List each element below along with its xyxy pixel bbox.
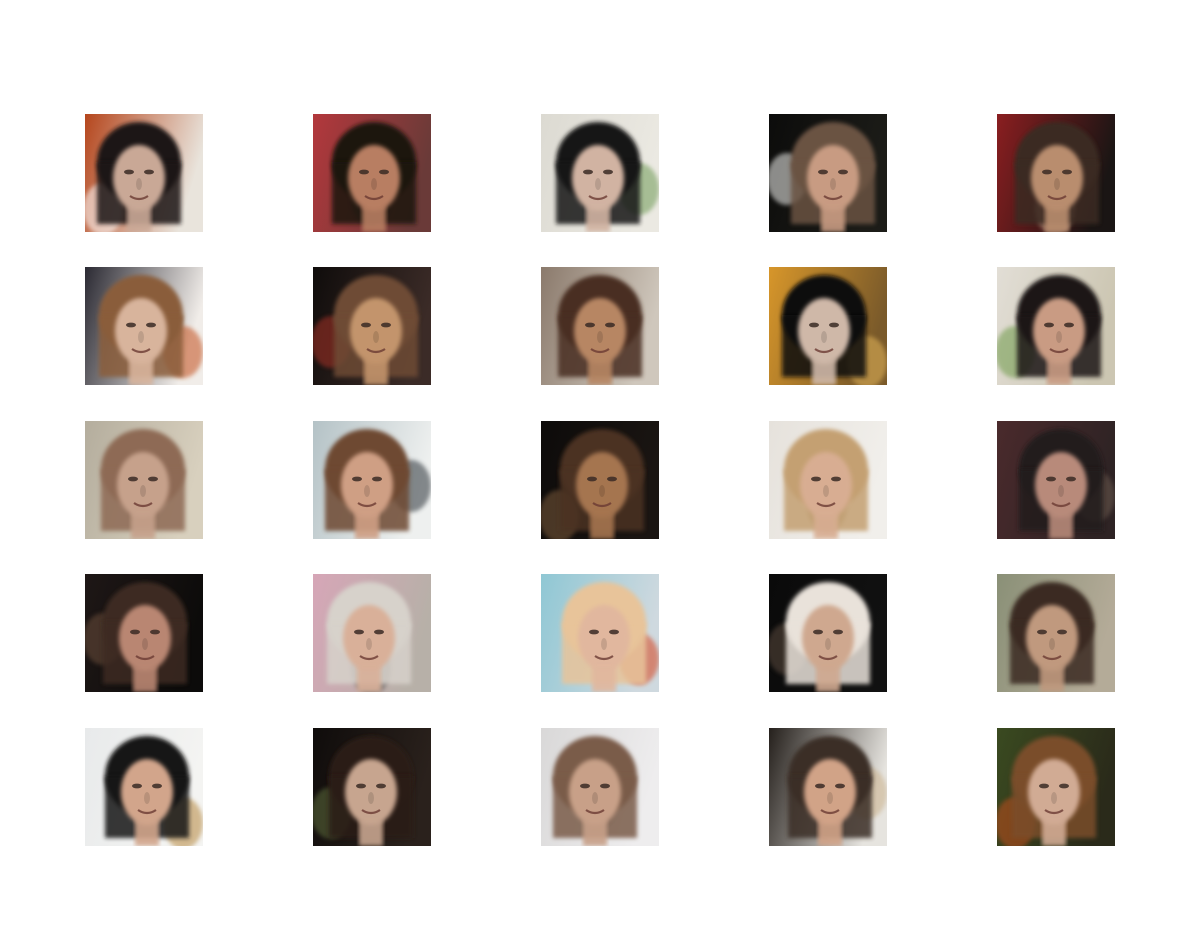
face-sample-image (85, 728, 203, 846)
face-sample-r5-c4 (769, 728, 887, 846)
face-sample-image (769, 728, 887, 846)
face-sample-r4-c2 (313, 574, 431, 692)
face-sample-image (769, 421, 887, 539)
face-sample-image (313, 728, 431, 846)
face-sample-r3-c4 (769, 421, 887, 539)
face-sample-image (997, 421, 1115, 539)
face-sample-r5-c3 (541, 728, 659, 846)
face-sample-r5-c2 (313, 728, 431, 846)
face-sample-image (541, 728, 659, 846)
face-sample-r1-c3 (541, 114, 659, 232)
face-sample-image (85, 574, 203, 692)
face-sample-r3-c2 (313, 421, 431, 539)
face-sample-image (769, 114, 887, 232)
face-sample-image (541, 114, 659, 232)
face-sample-r3-c1 (85, 421, 203, 539)
face-sample-image (85, 114, 203, 232)
face-sample-image (541, 574, 659, 692)
face-sample-image (541, 267, 659, 385)
face-sample-r1-c1 (85, 114, 203, 232)
face-sample-image (769, 574, 887, 692)
face-sample-r5-c5 (997, 728, 1115, 846)
face-sample-image (997, 114, 1115, 232)
face-sample-r2-c4 (769, 267, 887, 385)
face-sample-r3-c5 (997, 421, 1115, 539)
face-sample-r2-c5 (997, 267, 1115, 385)
face-sample-image (769, 267, 887, 385)
face-sample-r2-c2 (313, 267, 431, 385)
face-sample-image (313, 421, 431, 539)
face-sample-r4-c4 (769, 574, 887, 692)
face-sample-image (541, 421, 659, 539)
face-sample-image (85, 421, 203, 539)
face-sample-r5-c1 (85, 728, 203, 846)
face-sample-image (313, 114, 431, 232)
face-sample-image (313, 267, 431, 385)
face-sample-r1-c4 (769, 114, 887, 232)
face-sample-r1-c2 (313, 114, 431, 232)
face-sample-image (997, 574, 1115, 692)
face-sample-r4-c3 (541, 574, 659, 692)
face-sample-image (85, 267, 203, 385)
face-sample-r4-c5 (997, 574, 1115, 692)
face-sample-r3-c3 (541, 421, 659, 539)
face-sample-r1-c5 (997, 114, 1115, 232)
face-sample-r2-c3 (541, 267, 659, 385)
face-sample-r4-c1 (85, 574, 203, 692)
face-sample-image (997, 267, 1115, 385)
face-sample-image (997, 728, 1115, 846)
face-sample-r2-c1 (85, 267, 203, 385)
face-sample-image (313, 574, 431, 692)
